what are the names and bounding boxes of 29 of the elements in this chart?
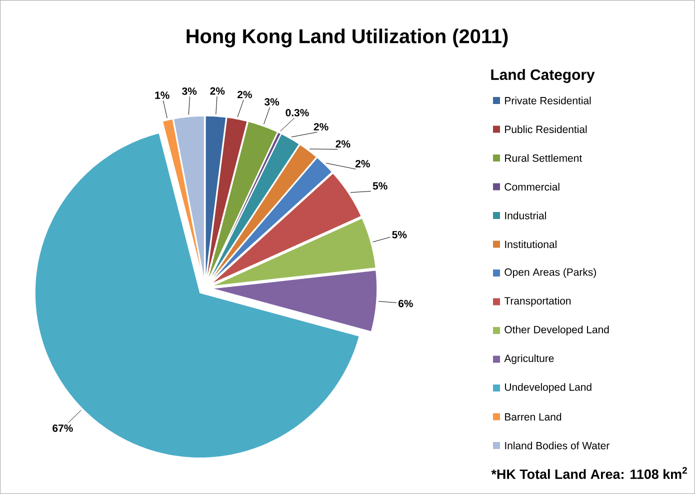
legend-label: Private Residential [505, 96, 591, 104]
data-label: 2% [314, 123, 328, 130]
data-label: 2% [238, 90, 252, 98]
data-label: 5% [372, 182, 388, 190]
legend-label: Undeveloped Land [505, 383, 592, 393]
data-label: 2% [336, 140, 350, 148]
legend-label: Rural Settlement [505, 154, 582, 162]
text: *HK Total Land Area: 1108 km$^{2}$ [491, 467, 687, 479]
legend-label: Transportation [504, 296, 571, 307]
data-label: 67% [52, 424, 73, 432]
legend-title: Land Category [491, 68, 595, 83]
legend-label: Agriculture [504, 354, 554, 364]
legend-label: Open Areas (Parks) [504, 268, 596, 278]
legend-label: Public Residential [505, 125, 587, 134]
chart-title: Hong Kong Land Utilization (2011) [186, 28, 508, 48]
data-label: 6% [398, 300, 413, 308]
legend-label: Inland Bodies of Water [505, 442, 610, 450]
legend-label: Industrial [505, 212, 546, 220]
data-label: 0.3% [286, 108, 309, 116]
legend-label: Other Developed Land [504, 326, 609, 336]
data-label: 3% [182, 87, 197, 95]
legend-label: Barren Land [505, 412, 562, 421]
legend-label: Commercial [504, 182, 560, 191]
data-label: 3% [264, 98, 280, 106]
legend-label: Institutional [505, 240, 556, 248]
data-label: 2% [355, 160, 370, 168]
data-label: 5% [392, 231, 407, 238]
data-label: 2% [210, 87, 225, 95]
data-label: 1% [155, 92, 170, 99]
